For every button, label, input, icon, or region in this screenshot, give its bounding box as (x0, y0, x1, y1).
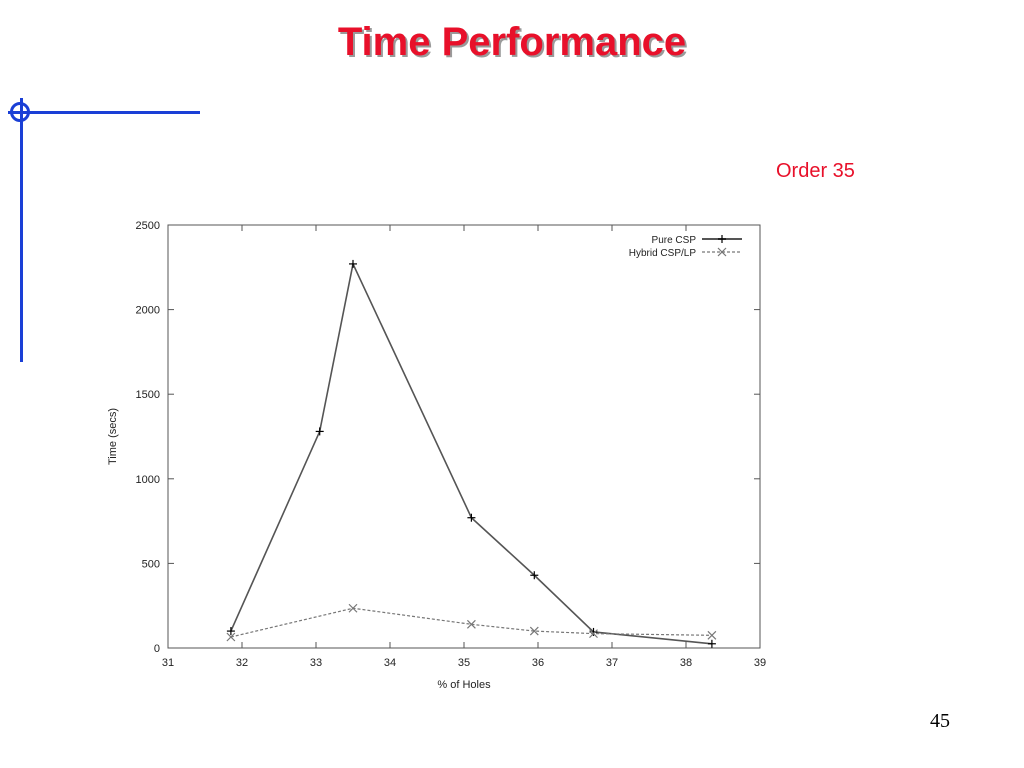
x-tick-label: 36 (532, 657, 544, 669)
data-point-marker (226, 632, 236, 642)
legend-label: Pure CSP (652, 235, 697, 246)
x-tick-label: 32 (236, 657, 248, 669)
y-tick-label: 2000 (136, 305, 160, 317)
x-tick-label: 33 (310, 657, 322, 669)
legend-label: Hybrid CSP/LP (629, 248, 697, 259)
x-axis-label: % of Holes (437, 679, 491, 691)
y-tick-label: 1500 (136, 389, 160, 401)
chart-subtitle: Order 35 (776, 160, 855, 182)
series-line-pure-csp (230, 261, 712, 645)
y-tick-label: 1000 (136, 474, 160, 486)
decorative-horizontal-line (8, 111, 200, 114)
x-tick-label: 38 (680, 657, 692, 669)
x-tick-label: 31 (162, 657, 174, 669)
data-point-marker (717, 247, 727, 257)
page-number: 45 (930, 710, 950, 732)
series-line-hybrid-csp-lp (230, 607, 712, 638)
data-point-marker (589, 629, 598, 639)
data-point-marker (466, 619, 476, 629)
y-axis-label: Time (secs) (107, 408, 119, 465)
slide-title: Time Performance (337, 20, 687, 64)
y-tick-label: 0 (154, 643, 160, 655)
data-point-marker (707, 630, 717, 640)
plot-frame (167, 224, 761, 649)
decorative-vertical-line (20, 98, 23, 362)
y-tick-label: 2500 (136, 220, 160, 232)
x-tick-label: 35 (458, 657, 470, 669)
x-tick-label: 37 (606, 657, 618, 669)
decorative-circle-icon (10, 102, 30, 122)
x-tick-label: 34 (384, 657, 396, 669)
y-tick-label: 500 (142, 558, 160, 570)
line-chart: 31 32 33 34 35 36 37 38 39 0 500 1000 1500 2000 2500 % … (107, 220, 766, 691)
data-point-marker (529, 626, 539, 636)
data-point-marker (348, 603, 358, 613)
x-tick-label: 39 (754, 657, 766, 669)
